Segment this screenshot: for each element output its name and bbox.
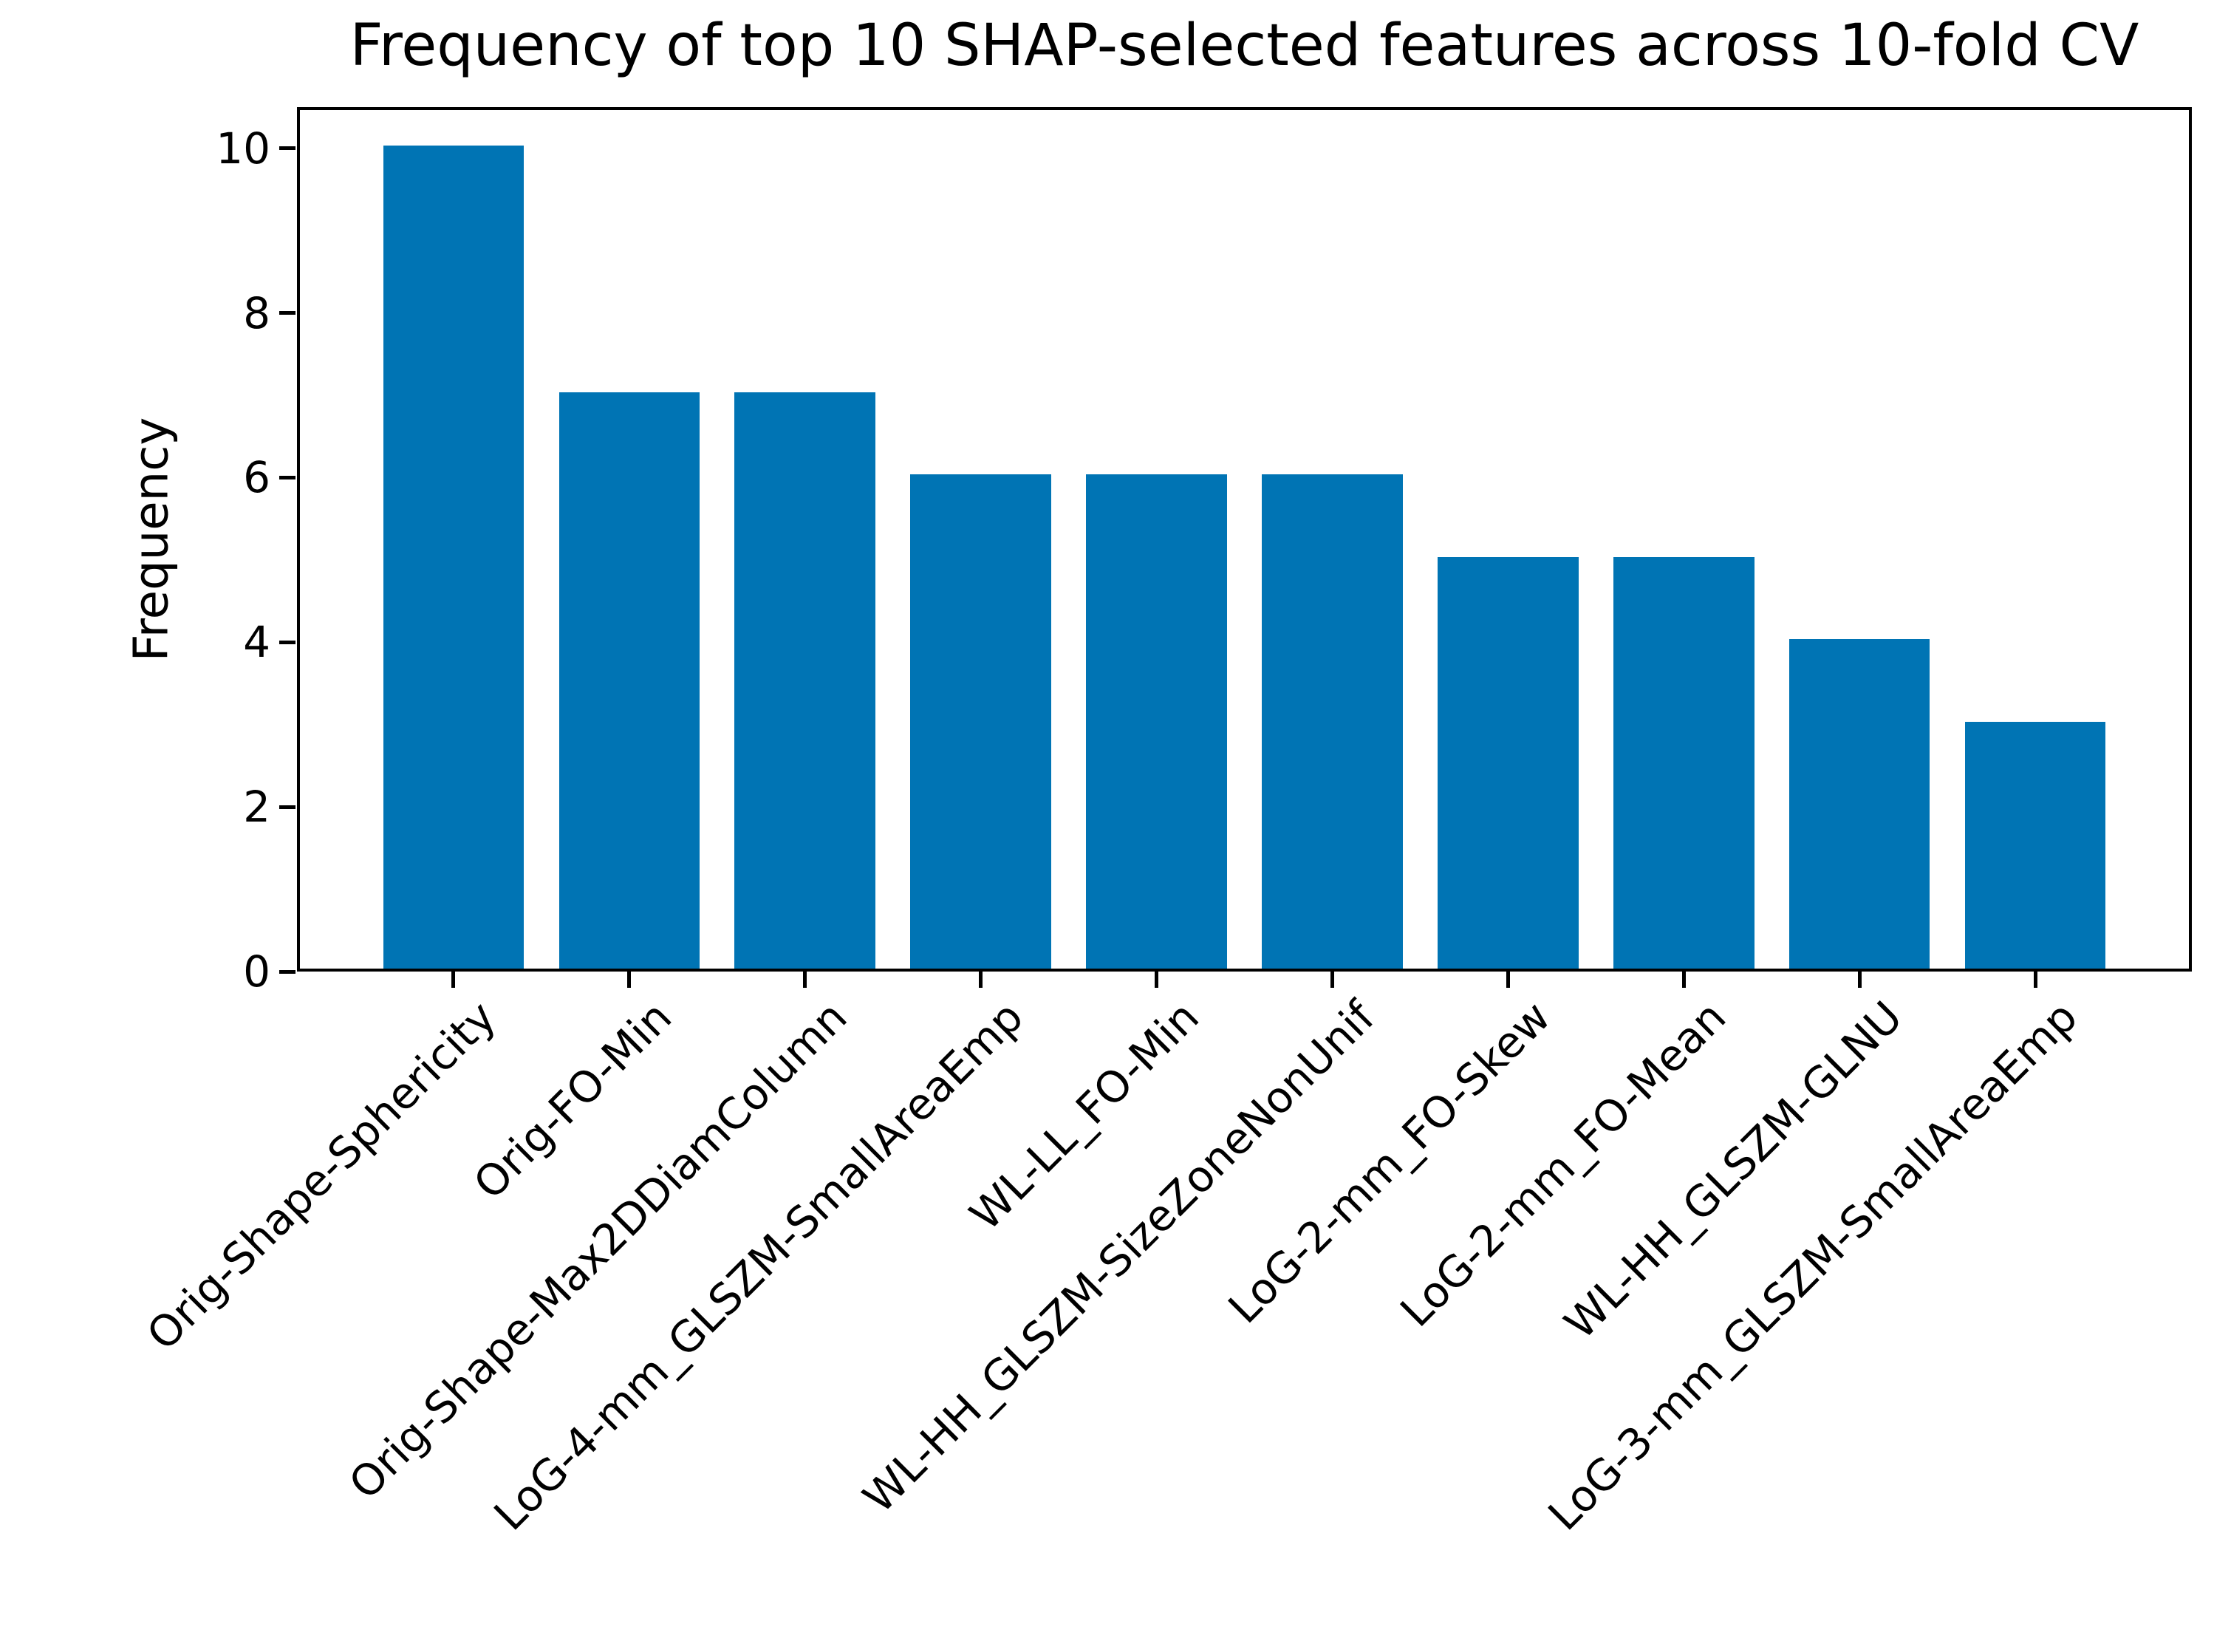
y-tick-label: 4 xyxy=(243,617,270,668)
x-tick-label: WL-HH_GLSZM-GLNU xyxy=(1554,991,1912,1349)
y-tick-label: 0 xyxy=(243,946,270,997)
bar xyxy=(1262,474,1403,969)
x-tick-mark xyxy=(1506,972,1510,988)
y-tick-mark xyxy=(279,969,295,974)
y-axis-label-box: Frequency xyxy=(122,107,181,972)
x-tick-mark xyxy=(451,972,456,988)
y-tick-mark xyxy=(279,805,295,809)
x-tick-mark xyxy=(1155,972,1159,988)
bar xyxy=(383,145,524,969)
bar xyxy=(734,392,875,969)
chart-title: Frequency of top 10 SHAP-selected featur… xyxy=(349,13,2139,79)
x-tick-label: LoG-2-mm_FO-Mean xyxy=(1390,991,1736,1337)
x-tick-mark xyxy=(2033,972,2037,988)
bar xyxy=(1438,556,1579,969)
y-tick-mark xyxy=(279,475,295,479)
bar xyxy=(1613,556,1755,969)
y-tick-label: 10 xyxy=(216,123,270,174)
x-tick-label: Orig-Shape-Sphericity xyxy=(137,991,506,1360)
plot-area xyxy=(297,107,2192,972)
x-tick-mark xyxy=(1681,972,1686,988)
x-tick-mark xyxy=(627,972,632,988)
y-tick-label: 8 xyxy=(243,287,270,338)
bar xyxy=(1789,639,1930,969)
y-tick-label: 2 xyxy=(243,782,270,833)
x-tick-mark xyxy=(1330,972,1334,988)
x-tick-mark xyxy=(1857,972,1862,988)
bar xyxy=(1086,474,1227,969)
x-tick-mark xyxy=(979,972,983,988)
y-tick-label: 6 xyxy=(243,452,270,503)
x-tick-label: LoG-2-mm_FO-Skew xyxy=(1218,991,1560,1334)
bar xyxy=(1965,721,2106,969)
y-tick-mark xyxy=(279,640,295,644)
bar xyxy=(910,474,1051,969)
y-tick-mark xyxy=(279,146,295,151)
y-tick-mark xyxy=(279,311,295,315)
bar xyxy=(558,392,700,969)
x-tick-mark xyxy=(803,972,807,988)
